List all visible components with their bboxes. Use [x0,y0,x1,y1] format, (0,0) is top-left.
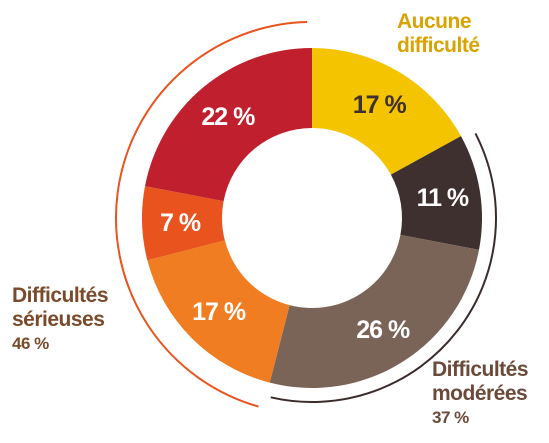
data-label: 7 % [160,209,201,237]
group-label: Aucune difficulté [397,10,517,58]
donut-segment [142,186,225,261]
data-label: 22 % [201,103,255,131]
group-arc [270,132,497,403]
group-value: 46 % [12,334,49,353]
group-label: Difficultés modérées 37 % [432,358,547,430]
data-label: 17 % [192,298,246,326]
group-value: 37 % [432,408,469,427]
data-label: 11 % [417,184,469,212]
group-arc [115,21,308,408]
donut-segment [390,136,483,250]
data-label: 17 % [353,91,407,119]
data-label: 26 % [356,316,410,344]
group-name: Difficultés modérées [432,358,529,405]
donut-segment [312,48,461,175]
group-name: Difficultés sérieuses [12,284,109,331]
group-label: Difficultés sérieuses 46 % [12,284,142,356]
donut-hole [222,128,402,308]
donut-segment [147,240,290,383]
group-name: Aucune difficulté [397,10,480,57]
donut-segment [145,48,312,202]
donut-segment [269,234,479,388]
